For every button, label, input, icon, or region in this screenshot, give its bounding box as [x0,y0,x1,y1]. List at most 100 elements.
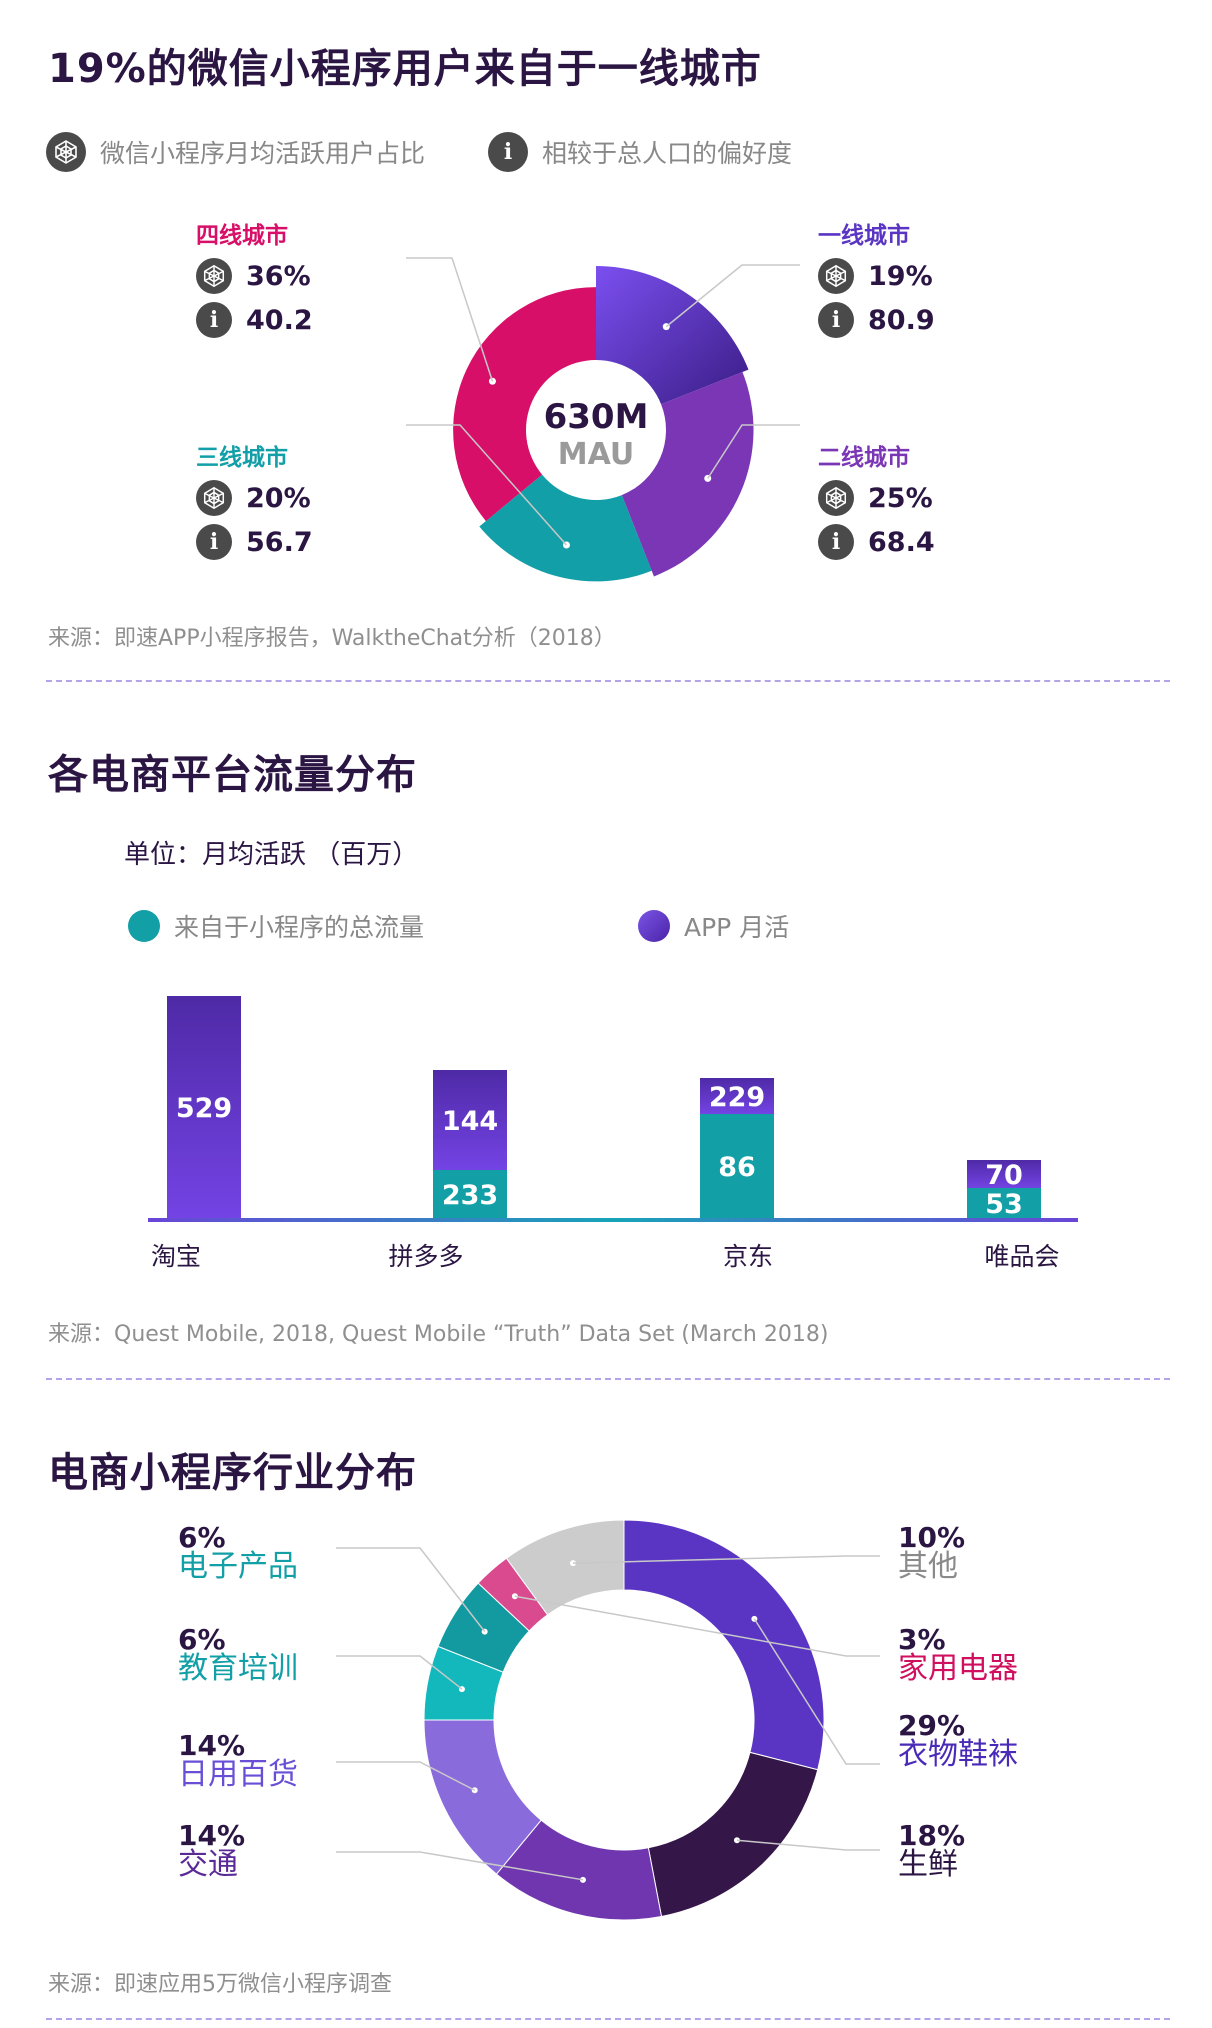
industry-label: 6% 教育培训 [178,1626,298,1684]
section3-title: 电商小程序行业分布 [48,1450,417,1496]
city-name: 二线城市 [818,445,910,471]
pie-slice-生鲜 [647,1751,819,1918]
leader-line [336,1761,476,1791]
section-industry-distribution: 电商小程序行业分布 29% 衣物鞋袜 18% 生鲜 14% 交通 14% 日用百货 6% 教育培训… [0,1380,1212,2028]
pie-slice-其他 [505,1519,625,1616]
slice-marker-dot [733,1837,740,1844]
info-icon: i [818,302,854,338]
category-label: 拼多多 [388,1242,463,1271]
pie-slice-衣物鞋袜 [623,1519,825,1771]
divider [46,1378,1170,1380]
city-name: 一线城市 [818,223,910,249]
bar-app-mau-淘宝 [167,996,241,1218]
bar-value-label: 53 [985,1189,1023,1220]
bar-app-mau-拼多多 [433,1070,507,1170]
info-icon: i [196,524,232,560]
industry-name: 其他 [898,1549,958,1584]
bar-mini-program-京东 [700,1114,774,1218]
legend-label: 相较于总人口的偏好度 [542,139,793,168]
legend-label: APP 月活 [684,913,790,942]
radar-icon [46,132,86,172]
divider [46,2018,1170,2020]
leader-line [665,264,800,328]
bar-value-label: 529 [176,1093,232,1124]
pie-slice-四线城市 [453,287,596,522]
industry-name: 教育培训 [178,1651,298,1686]
category-label: 淘宝 [151,1242,201,1271]
bar-value-label: 86 [718,1152,756,1183]
leader-line [572,1555,880,1564]
purple-dot-icon [638,910,670,942]
legend-app-mau: APP 月活 [638,908,789,944]
bar-value-label: 233 [442,1180,498,1211]
leader-line [336,1547,486,1633]
section-platform-traffic: 各电商平台流量分布 单位：月均活跃 （百万） 来自于小程序的总流量 APP 月活… [0,690,1212,1380]
legend-mini-program-traffic: 来自于小程序的总流量 [128,908,424,944]
industry-label: 29% 衣物鞋袜 [898,1712,1018,1770]
leader-line [336,1851,584,1881]
mau-share-value: 20% [246,482,311,514]
bar-app-mau-京东 [700,1078,774,1114]
industry-label: 18% 生鲜 [898,1822,965,1880]
pie-slice-一线城市 [596,266,749,405]
leader-line [514,1595,880,1657]
leader-line [736,1839,880,1851]
category-label: 京东 [723,1242,773,1271]
industry-name: 交通 [178,1847,238,1882]
radar-icon [196,258,232,294]
slice-marker-dot [570,1560,577,1567]
industry-percent: 29% [898,1709,966,1742]
city-name: 四线城市 [196,223,288,249]
city-tier1: 一线城市 19% i 80.9 [818,216,935,338]
center-total-unit: MAU [558,437,635,472]
category-label: 唯品会 [984,1242,1059,1271]
city-tier3: 三线城市 20% i 56.7 [196,438,313,560]
industry-percent: 3% [898,1623,946,1656]
mau-share-value: 25% [868,482,933,514]
industry-donut-chart [336,1519,880,1921]
industry-name: 家用电器 [898,1651,1018,1686]
industry-percent: 18% [898,1819,966,1852]
info-icon: i [196,302,232,338]
bar-value-label: 70 [985,1160,1023,1191]
city-tier4: 四线城市 36% i 40.2 [196,216,313,338]
legend-preference: i 相较于总人口的偏好度 [488,132,792,172]
section2-source: 来源：Quest Mobile, 2018, Quest Mobile “Tru… [48,1322,829,1347]
leader-line [336,1655,463,1690]
radar-icon [818,480,854,516]
preference-value: 80.9 [868,304,935,336]
pie-slice-二线城市 [621,372,754,577]
center-total-value: 630M [544,397,649,437]
teal-dot-icon [128,910,160,942]
legend-mau-share: 微信小程序月均活跃用户占比 [46,132,425,172]
bar-app-mau-唯品会 [967,1160,1041,1188]
bar-mini-program-唯品会 [967,1188,1041,1218]
industry-label: 14% 日用百货 [178,1732,298,1790]
industry-percent: 10% [898,1521,966,1554]
bar-mini-program-拼多多 [433,1170,507,1218]
radar-icon [818,258,854,294]
leader-line [406,424,568,546]
industry-name: 日用百货 [178,1757,298,1792]
pie-slice-三线城市 [479,474,652,582]
preference-value: 56.7 [246,526,313,558]
industry-label: 14% 交通 [178,1822,245,1880]
radar-icon [196,480,232,516]
info-icon: i [818,524,854,560]
city-name: 三线城市 [196,445,288,471]
section1-source: 来源：即速APP小程序报告，WalktheChat分析（2018） [48,626,616,651]
leader-line [753,1618,880,1765]
section3-source: 来源：即速应用5万微信小程序调查 [48,1972,392,1997]
industry-name: 生鲜 [898,1847,958,1882]
city-tier2: 二线城市 25% i 68.4 [818,438,935,560]
legend-label: 微信小程序月均活跃用户占比 [100,139,426,168]
industry-label: 6% 电子产品 [178,1524,298,1582]
preference-value: 68.4 [868,526,935,558]
industry-percent: 6% [178,1623,226,1656]
bar-value-label: 144 [442,1106,498,1137]
mau-share-value: 19% [868,260,933,292]
industry-label: 3% 家用电器 [898,1626,1018,1684]
section2-title: 各电商平台流量分布 [48,752,417,798]
